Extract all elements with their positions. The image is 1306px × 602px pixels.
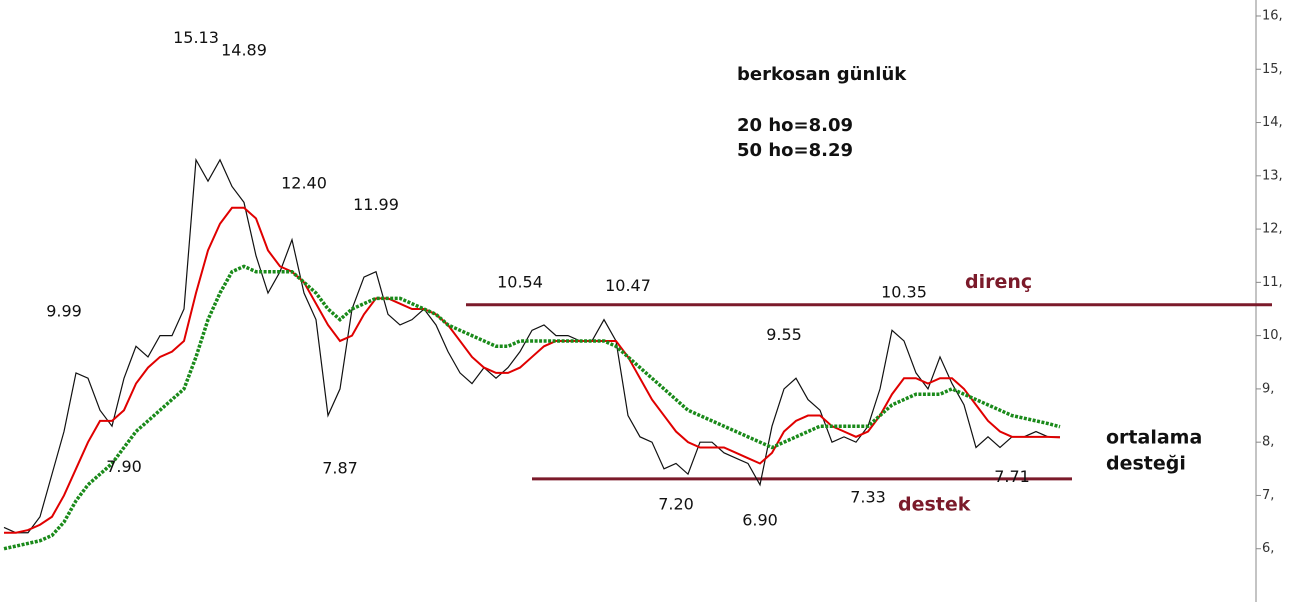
y-tick-label: 8, <box>1262 435 1274 450</box>
high-label: 9.99 <box>46 302 82 321</box>
y-tick-label: 11, <box>1262 275 1283 290</box>
high-label: 11.99 <box>353 195 399 214</box>
y-tick-label: 9, <box>1262 381 1274 396</box>
info-title: berkosan günlük <box>737 64 907 85</box>
series-line <box>4 206 1061 534</box>
resistance-label: direnç <box>965 271 1032 293</box>
high-label: 10.54 <box>497 272 543 291</box>
info-ma50: 50 ho=8.29 <box>737 140 853 161</box>
low-label: 6.90 <box>742 510 778 529</box>
high-label: 10.47 <box>605 276 651 295</box>
series-line <box>3 157 1060 534</box>
ma-note: desteği <box>1106 453 1186 475</box>
high-label: 12.40 <box>281 173 327 192</box>
low-label: 7.90 <box>106 457 142 476</box>
y-tick-label: 16, <box>1262 8 1283 23</box>
y-tick-label: 10, <box>1262 328 1283 343</box>
low-label: 7.87 <box>322 459 358 478</box>
high-label: 10.35 <box>881 282 927 301</box>
high-label: 9.55 <box>766 325 802 344</box>
y-tick-label: 6, <box>1262 541 1274 556</box>
y-tick-label: 7, <box>1262 488 1274 503</box>
series-line <box>3 264 1061 551</box>
low-label: 7.71 <box>994 467 1030 486</box>
info-ma20: 20 ho=8.09 <box>737 115 853 136</box>
y-tick-label: 13, <box>1262 168 1283 183</box>
high-label: 15.13 <box>173 28 219 47</box>
support-label: destek <box>898 493 971 515</box>
y-tick-label: 12, <box>1262 222 1283 237</box>
y-tick-label: 14, <box>1262 115 1283 130</box>
ma-note: ortalama <box>1106 427 1202 449</box>
high-label: 14.89 <box>221 41 267 60</box>
low-label: 7.20 <box>658 494 694 513</box>
low-label: 7.33 <box>850 487 886 506</box>
y-tick-label: 15, <box>1262 62 1283 77</box>
